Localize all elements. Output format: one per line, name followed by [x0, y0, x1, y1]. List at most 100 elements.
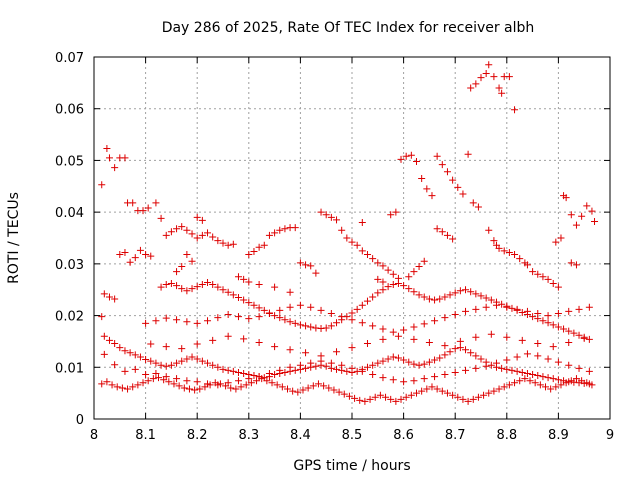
data-point: [575, 331, 583, 339]
data-point: [413, 157, 420, 165]
data-point: [232, 385, 240, 393]
data-point: [152, 317, 160, 325]
data-point: [204, 229, 212, 237]
data-point: [193, 213, 201, 221]
data-point: [173, 359, 181, 367]
data-point: [379, 262, 387, 270]
data-point: [343, 234, 351, 242]
data-point: [441, 293, 449, 301]
data-point: [219, 286, 227, 294]
data-point: [557, 234, 565, 242]
data-point: [420, 320, 428, 328]
data-point: [129, 383, 137, 391]
data-point: [567, 259, 575, 267]
data-point: [188, 285, 196, 293]
data-point: [505, 381, 513, 389]
grid-lines: [94, 57, 610, 419]
data-point: [505, 248, 513, 256]
data-point: [108, 381, 116, 389]
data-point: [356, 396, 364, 404]
data-point: [260, 241, 268, 249]
data-point: [464, 150, 472, 158]
data-point: [402, 393, 410, 401]
data-point: [472, 364, 480, 372]
data-point: [178, 262, 186, 270]
data-point: [265, 369, 273, 377]
data-point: [152, 369, 160, 377]
data-point: [247, 379, 255, 387]
y-tick-label: 0.03: [55, 258, 84, 273]
data-point: [477, 292, 485, 300]
data-point: [193, 355, 201, 363]
data-point: [193, 283, 201, 291]
data-point: [487, 296, 495, 304]
data-point: [387, 395, 395, 403]
data-point: [312, 362, 320, 370]
data-point: [585, 335, 593, 343]
data-point: [410, 323, 418, 331]
data-point: [358, 301, 366, 309]
data-point: [379, 374, 387, 382]
data-point: [219, 365, 227, 373]
data-point: [353, 241, 361, 249]
data-point: [302, 349, 310, 357]
data-point: [384, 283, 392, 291]
data-point: [116, 344, 124, 352]
data-point: [513, 305, 521, 313]
y-tick-label: 0: [76, 413, 84, 428]
data-point: [255, 281, 263, 289]
data-point: [423, 385, 431, 393]
data-point: [240, 296, 248, 304]
data-point: [291, 366, 299, 374]
data-point: [374, 289, 382, 297]
data-point: [456, 337, 464, 345]
data-point: [111, 164, 119, 172]
data-point: [518, 368, 526, 376]
data-point: [554, 283, 562, 291]
data-point: [513, 353, 521, 361]
data-point: [299, 386, 307, 394]
data-point: [565, 327, 573, 335]
data-point: [167, 361, 175, 369]
x-tick-label: 8.2: [187, 428, 208, 443]
data-point: [508, 304, 516, 312]
data-point: [428, 383, 436, 391]
data-point: [296, 321, 304, 329]
data-point: [557, 381, 565, 389]
data-point: [389, 328, 397, 336]
data-point: [585, 303, 593, 311]
data-point: [415, 361, 423, 369]
data-point: [358, 319, 366, 327]
data-point: [183, 287, 191, 295]
data-point: [503, 365, 511, 373]
data-point: [291, 224, 299, 232]
data-point: [245, 278, 253, 286]
data-point: [436, 295, 444, 303]
data-point: [472, 352, 480, 360]
data-point: [348, 364, 356, 372]
data-point: [374, 359, 382, 367]
data-point: [338, 313, 346, 321]
data-point: [588, 207, 596, 215]
data-point: [317, 306, 325, 314]
data-point: [472, 333, 480, 341]
data-point: [536, 381, 544, 389]
data-point: [523, 307, 531, 315]
data-point: [405, 273, 413, 281]
data-point: [234, 313, 242, 321]
data-point: [265, 231, 273, 239]
data-point: [229, 291, 237, 299]
data-point: [534, 270, 542, 278]
data-point: [397, 395, 405, 403]
data-point: [389, 270, 397, 278]
data-point: [469, 395, 477, 403]
data-point: [379, 325, 387, 333]
data-point: [302, 322, 310, 330]
data-point: [565, 307, 573, 315]
data-point: [183, 251, 191, 259]
x-tick-label: 8.6: [393, 428, 414, 443]
data-point: [136, 353, 144, 361]
data-point: [309, 382, 317, 390]
x-tick-label: 8.4: [290, 428, 311, 443]
data-point: [534, 339, 542, 347]
